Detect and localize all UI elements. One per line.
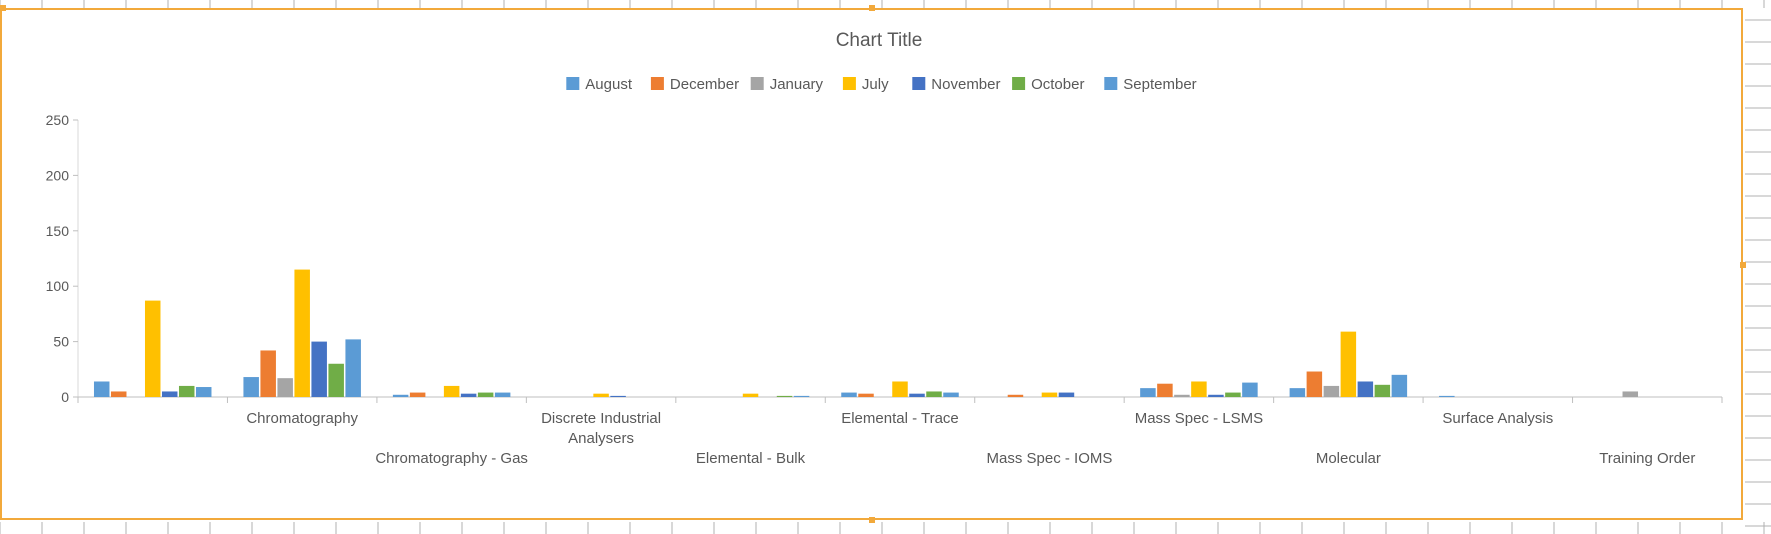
bar[interactable]: August / Surface Analysis: 1	[1439, 395, 1455, 397]
bar[interactable]: November / Mass Spec - IOMS: 4	[1058, 392, 1075, 397]
x-tick-label: Discrete Industrial	[541, 410, 661, 427]
y-tick-label: 200	[46, 167, 70, 183]
y-tick-label: 50	[53, 334, 69, 350]
bar[interactable]: July / Elemental - Bulk: 3	[742, 393, 759, 397]
legend-label: January	[770, 76, 824, 93]
legend-swatch	[1012, 77, 1026, 90]
y-tick-label: 100	[46, 278, 70, 294]
x-tick-label: Mass Spec - LSMS	[1135, 410, 1263, 427]
y-tick-label: 150	[46, 223, 70, 239]
bar[interactable]: September / Elemental - Trace: 4	[943, 392, 959, 397]
bar[interactable]: July / Chromatography - Gas: 10	[443, 385, 460, 397]
resize-handle-bottom[interactable]	[869, 517, 875, 523]
chart-legend[interactable]: August December January July November October…	[566, 76, 1197, 93]
bar[interactable]: September / Elemental - Bulk: 1	[793, 395, 810, 397]
bar[interactable]: July / Mass Spec - IOMS: 4	[1041, 392, 1058, 397]
bar[interactable]: October / Elemental - Bulk: 1	[776, 395, 793, 397]
bar[interactable]: November / Chromatography - Gas: 3	[460, 393, 477, 397]
bar[interactable]: September / Chromatography - Gas: 4	[494, 392, 511, 397]
x-axis: Chromatography Chromatography - Gas Discre…	[77, 396, 1723, 467]
x-tick-label: Elemental - Bulk	[696, 450, 806, 467]
plot-area: August / : 14 August / Chromatography: 18…	[93, 269, 1639, 397]
bar[interactable]: November / Molecular: 14	[1357, 381, 1374, 397]
chart-canvas: Chart Title August December January July Nov…	[46, 30, 1723, 467]
bar[interactable]: July / Mass Spec - LSMS: 14	[1191, 381, 1207, 397]
bar[interactable]: September / Chromatography: 52	[345, 339, 361, 397]
legend-swatch	[1104, 77, 1118, 90]
legend-swatch	[912, 77, 926, 90]
y-axis: 0 50 100 150 200 250	[46, 112, 79, 405]
bar[interactable]: October / Chromatography: 30	[328, 363, 344, 397]
x-tick-label: Analysers	[568, 430, 634, 447]
y-tick-label: 250	[46, 112, 70, 128]
bar[interactable]: July / Chromatography: 115	[294, 269, 310, 397]
resize-handle-right[interactable]	[1740, 262, 1746, 268]
bar[interactable]: November / Chromatography: 50	[311, 341, 327, 397]
bar[interactable]: November / Discrete Industrial Analysers…	[610, 395, 626, 397]
legend-swatch	[566, 77, 580, 90]
legend-label: December	[670, 76, 739, 93]
legend-swatch	[750, 77, 764, 90]
bar[interactable]: July / Discrete Industrial Analysers: 3	[593, 393, 609, 397]
bar[interactable]: December / Chromatography: 42	[260, 350, 276, 397]
bar[interactable]: September / : 9	[195, 387, 212, 397]
x-tick-label: Chromatography	[246, 410, 358, 427]
legend-swatch	[650, 77, 664, 90]
bar[interactable]: December / Chromatography - Gas: 4	[409, 392, 426, 397]
x-tick-label: Elemental - Trace	[841, 410, 959, 427]
bar[interactable]: August / Elemental - Trace: 4	[841, 392, 857, 397]
legend-label: November	[931, 76, 1000, 93]
bar[interactable]: August / Mass Spec - LSMS: 8	[1140, 388, 1156, 397]
x-tick-label: Surface Analysis	[1442, 410, 1553, 427]
legend-label: August	[585, 76, 633, 93]
y-tick-label: 0	[61, 389, 69, 405]
chart-frame[interactable]: Chart Title August December January July Nov…	[0, 5, 1746, 523]
resize-handle-top[interactable]	[869, 5, 875, 11]
bar[interactable]: January / Molecular: 10	[1323, 385, 1340, 397]
bar[interactable]: December / Mass Spec - IOMS: 2	[1007, 394, 1024, 397]
bar[interactable]: December / : 5	[110, 391, 127, 397]
bar[interactable]: October / Molecular: 11	[1374, 384, 1391, 397]
bar[interactable]: December / Mass Spec - LSMS: 12	[1157, 383, 1173, 397]
x-tick-label: Molecular	[1316, 450, 1381, 467]
bar[interactable]: July / Elemental - Trace: 14	[892, 381, 908, 397]
legend-label: October	[1031, 76, 1084, 93]
bar[interactable]: December / Elemental - Trace: 3	[858, 393, 874, 397]
bar[interactable]: September / Mass Spec - LSMS: 13	[1242, 382, 1258, 397]
bar[interactable]: January / Chromatography: 17	[277, 378, 293, 397]
x-tick-label: Chromatography - Gas	[375, 450, 528, 467]
legend-label: July	[862, 76, 889, 93]
bar[interactable]: October / : 10	[178, 385, 195, 397]
bar[interactable]: October / Mass Spec - LSMS: 4	[1225, 392, 1241, 397]
bar[interactable]: August / : 14	[93, 381, 110, 397]
x-tick-label: Training Order	[1599, 450, 1695, 467]
bar[interactable]: July / Molecular: 59	[1340, 331, 1357, 397]
bar[interactable]: September / Molecular: 20	[1391, 374, 1408, 397]
bar[interactable]: November / Elemental - Trace: 3	[909, 393, 925, 397]
bar[interactable]: August / Chromatography: 18	[243, 377, 259, 397]
bar[interactable]: October / Elemental - Trace: 5	[926, 391, 942, 397]
legend-swatch	[842, 77, 856, 90]
legend-label: September	[1123, 76, 1196, 93]
bar[interactable]: August / Chromatography - Gas: 2	[392, 394, 409, 397]
bar[interactable]: October / Chromatography - Gas: 4	[477, 392, 494, 397]
bar[interactable]: January / Training Order: 5	[1622, 391, 1639, 397]
bar[interactable]: December / Molecular: 23	[1306, 371, 1323, 397]
resize-handle-top-left[interactable]	[0, 5, 6, 11]
bar[interactable]: July / : 87	[144, 300, 161, 397]
bar[interactable]: November / : 5	[161, 391, 178, 397]
bar[interactable]: August / Molecular: 8	[1289, 388, 1306, 397]
x-tick-label: Mass Spec - IOMS	[987, 450, 1113, 467]
bar[interactable]: January / Mass Spec - LSMS: 2	[1174, 394, 1190, 397]
chart-title[interactable]: Chart Title	[836, 30, 923, 51]
bar[interactable]: November / Mass Spec - LSMS: 2	[1208, 394, 1224, 397]
